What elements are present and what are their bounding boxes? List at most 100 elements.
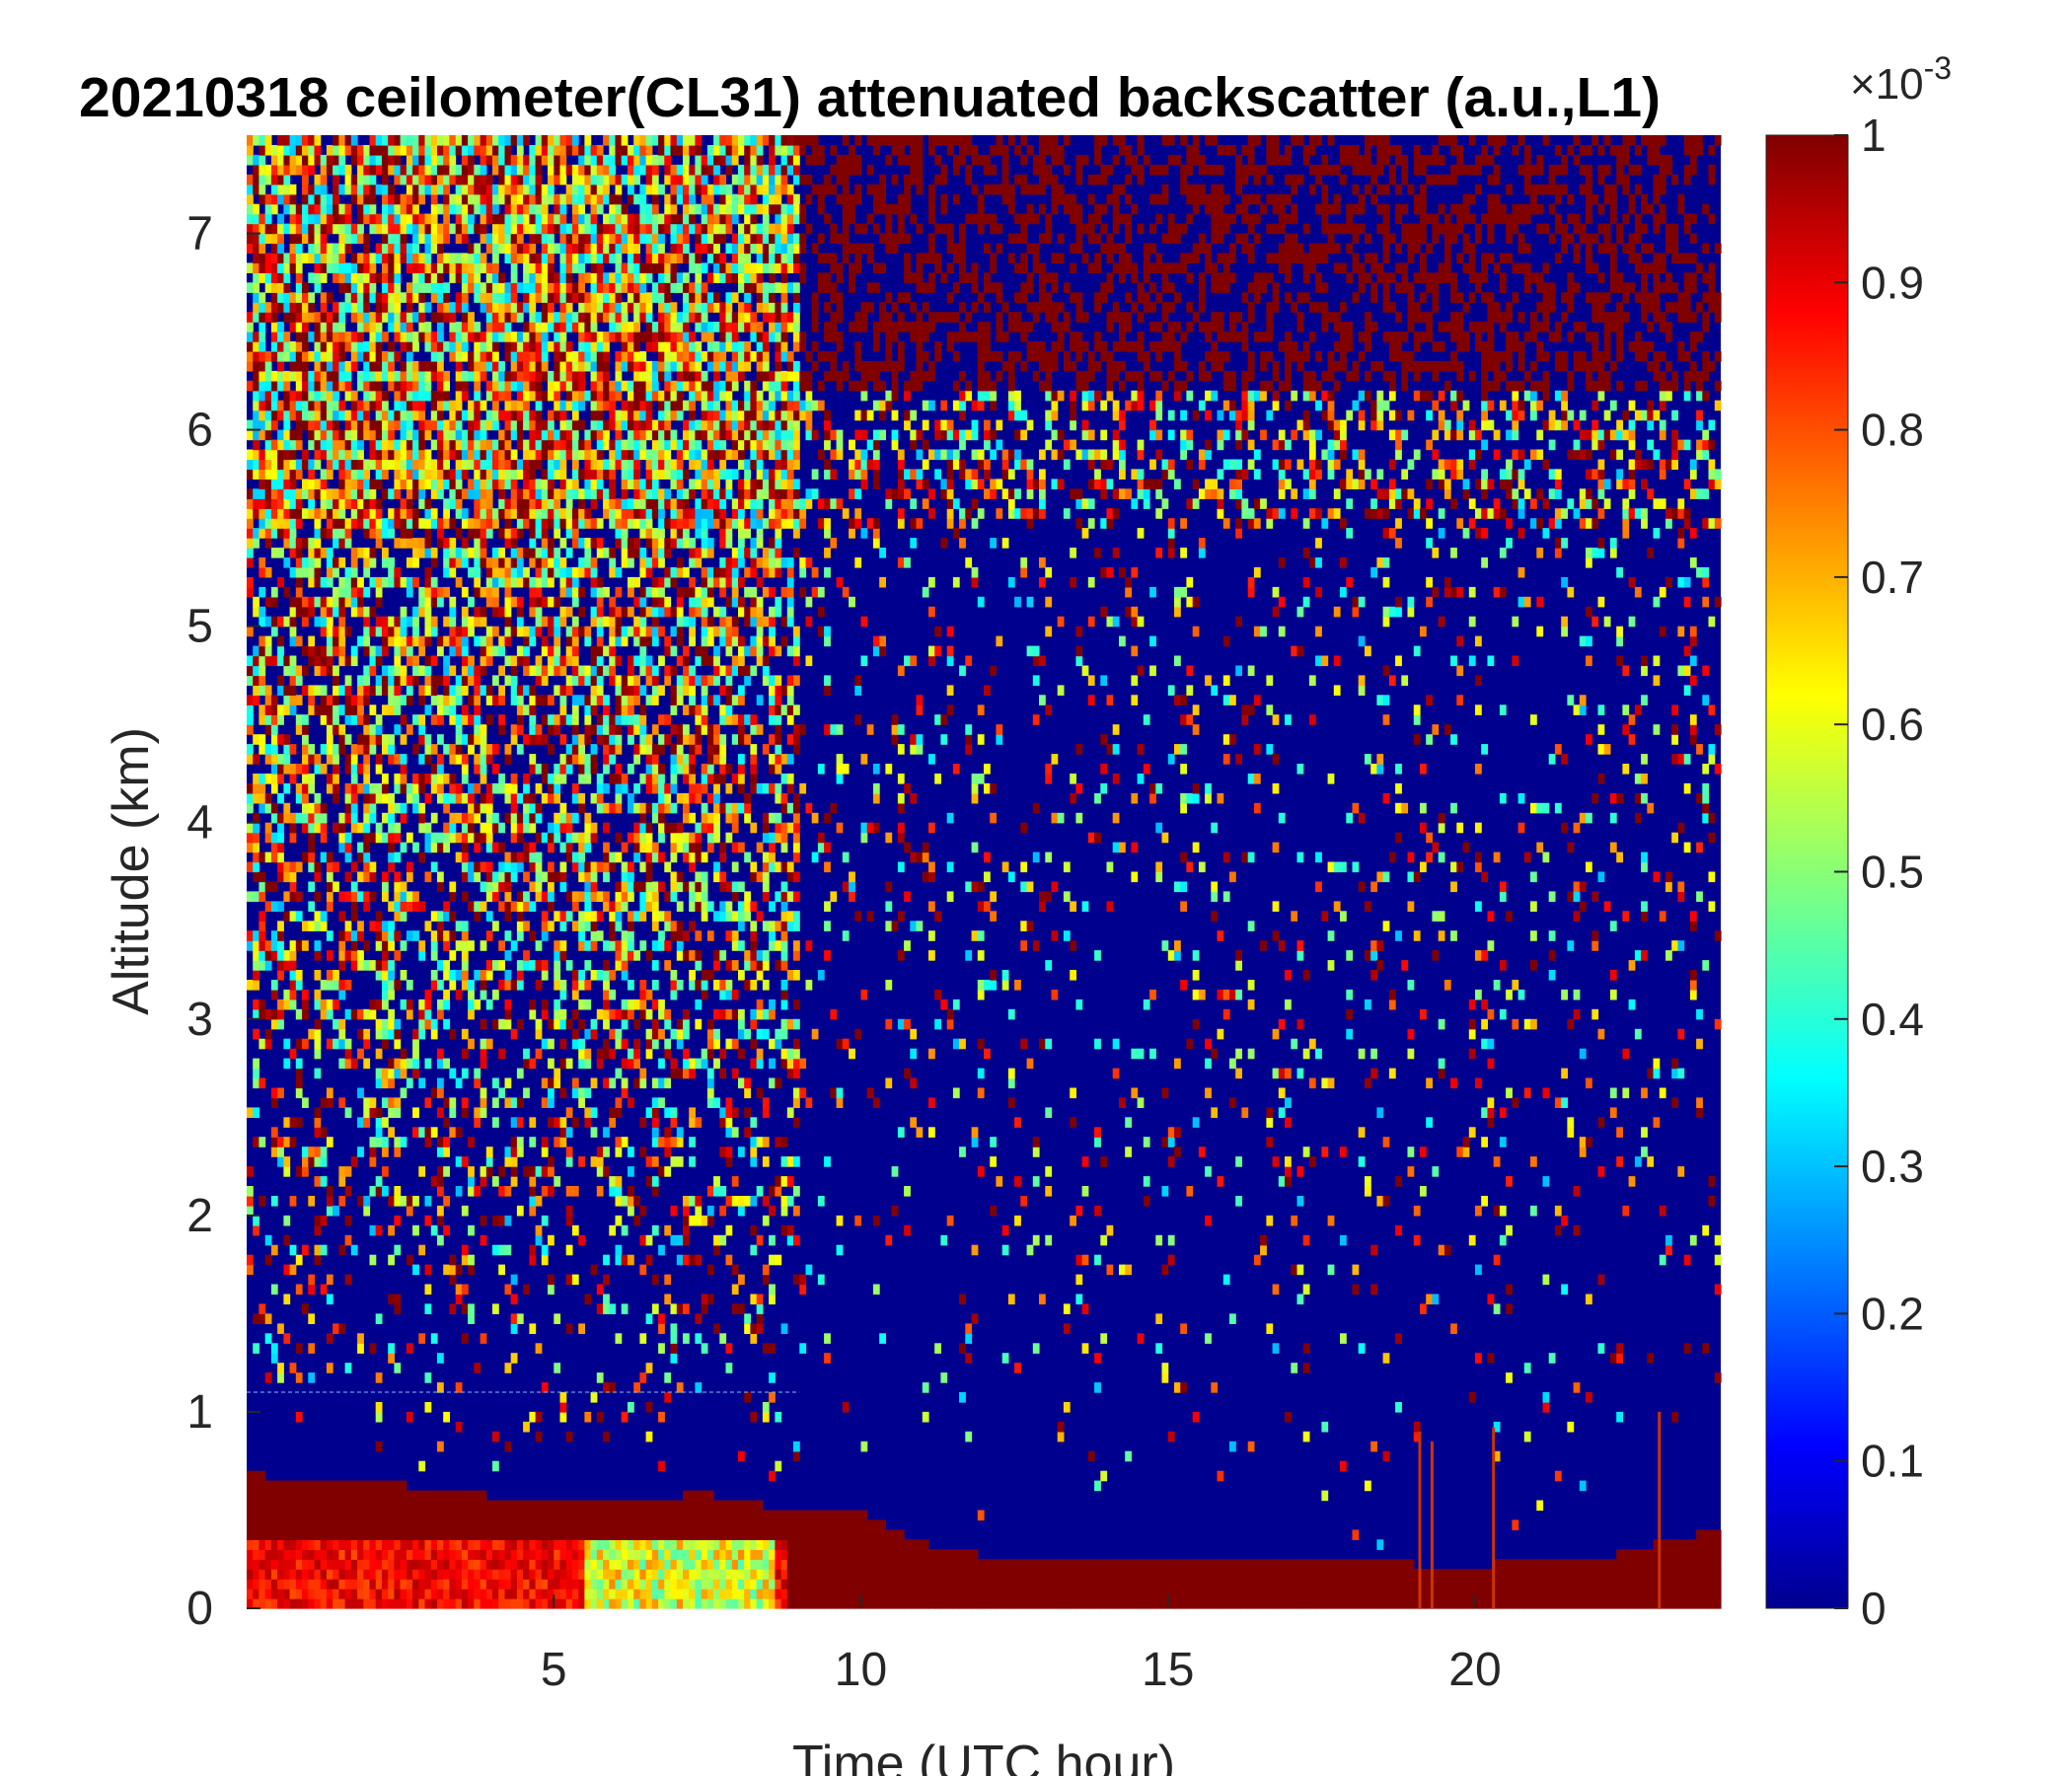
heatmap-cell [406, 479, 413, 489]
heatmap-cell [548, 1166, 555, 1177]
heatmap-cell [584, 812, 592, 824]
heatmap-cell [443, 685, 450, 696]
heatmap-cell [596, 312, 604, 323]
heatmap-cell [498, 243, 505, 255]
heatmap-cell [437, 1008, 444, 1020]
heatmap-cell [455, 645, 463, 657]
heatmap-cell [289, 1490, 297, 1502]
heatmap-cell [308, 901, 316, 912]
heatmap-cell [541, 390, 549, 402]
heatmap-cell [388, 842, 395, 853]
heatmap-cell [247, 832, 254, 844]
heatmap-cell [357, 576, 364, 588]
heatmap-cell [394, 566, 402, 578]
heatmap-cell [382, 645, 389, 657]
heatmap-cell [474, 498, 481, 509]
heatmap-cell [270, 262, 278, 273]
heatmap-cell [559, 243, 567, 255]
heatmap-cell [504, 1598, 512, 1609]
heatmap-cell [523, 508, 530, 519]
heatmap-cell [270, 704, 278, 715]
heatmap-cell [369, 390, 377, 402]
heatmap-cell [523, 685, 530, 696]
heatmap-cell [584, 439, 592, 451]
heatmap-cell [253, 360, 259, 372]
heatmap-cell [535, 881, 543, 893]
heatmap-cell [382, 1147, 389, 1157]
heatmap-cell [277, 488, 284, 499]
heatmap-cell [529, 1244, 537, 1256]
heatmap-cell [584, 272, 592, 283]
heatmap-cell [596, 1058, 604, 1070]
heatmap-cell [357, 606, 364, 618]
heatmap-cell [455, 1490, 463, 1502]
heatmap-cell [375, 1559, 383, 1570]
heatmap-cell [375, 213, 383, 225]
heatmap-cell [350, 193, 358, 205]
heatmap-cell [388, 1077, 395, 1089]
heatmap-cell [350, 332, 358, 342]
heatmap-cell [295, 164, 303, 176]
heatmap-cell [492, 332, 499, 342]
heatmap-cell [394, 1068, 402, 1079]
heatmap-cell [474, 479, 481, 489]
heatmap-cell [264, 164, 272, 176]
heatmap-cell [529, 586, 537, 598]
heatmap-cell [382, 792, 389, 804]
heatmap-cell [548, 1559, 555, 1570]
heatmap-cell [565, 655, 573, 667]
heatmap-cell [541, 911, 549, 922]
heatmap-cell [253, 1559, 259, 1570]
heatmap-cell [449, 164, 457, 176]
heatmap-cell [375, 469, 383, 480]
heatmap-cell [510, 1353, 518, 1364]
heatmap-cell [406, 1529, 413, 1540]
heatmap-cell [302, 419, 309, 431]
heatmap-cell [406, 1559, 413, 1570]
heatmap-cell [418, 999, 426, 1010]
heatmap-cell [357, 223, 364, 235]
heatmap-cell [406, 930, 413, 941]
heatmap-cell [363, 822, 371, 834]
heatmap-cell [314, 1117, 322, 1128]
heatmap-cell [333, 1539, 339, 1550]
heatmap-cell [406, 861, 413, 873]
heatmap-cell [565, 479, 573, 489]
heatmap-cell [474, 782, 481, 794]
heatmap-cell [548, 302, 555, 313]
heatmap-cell [375, 1598, 383, 1609]
heatmap-cell [333, 174, 339, 185]
heatmap-cell [565, 842, 573, 853]
heatmap-cell [400, 999, 407, 1010]
heatmap-cell [344, 1529, 352, 1540]
heatmap-cell [277, 921, 284, 931]
heatmap-cell [541, 1186, 549, 1197]
heatmap-cell [289, 184, 297, 195]
heatmap-cell [388, 861, 395, 873]
heatmap-cell [437, 1589, 444, 1599]
heatmap-cell [253, 1107, 259, 1118]
heatmap-cell [474, 704, 481, 715]
heatmap-cell [394, 1490, 402, 1502]
heatmap-cell [485, 911, 493, 922]
heatmap-cell [578, 921, 585, 931]
heatmap-cell [535, 429, 543, 441]
heatmap-cell [541, 596, 549, 608]
heatmap-cell [461, 380, 469, 392]
heatmap-cell [603, 1038, 610, 1050]
heatmap-cell [314, 508, 322, 519]
heatmap-cell [406, 980, 413, 991]
heatmap-cell [504, 518, 512, 529]
heatmap-cell [461, 792, 469, 804]
heatmap-cell [412, 576, 419, 588]
heatmap-cell [455, 370, 463, 382]
heatmap-cell [603, 940, 610, 951]
heatmap-cell [295, 380, 303, 392]
heatmap-cell [382, 891, 389, 902]
heatmap-cell [437, 1107, 444, 1118]
heatmap-cell [412, 390, 419, 402]
heatmap-cell [468, 1038, 475, 1050]
heatmap-cell [504, 1539, 512, 1550]
heatmap-cell [498, 1549, 505, 1560]
heatmap-cell [529, 1196, 537, 1207]
